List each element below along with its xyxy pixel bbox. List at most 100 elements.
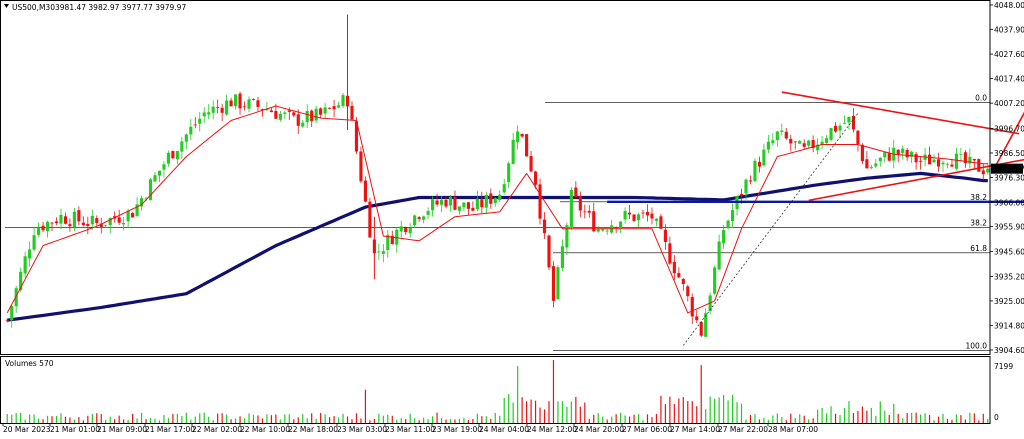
candle-body <box>851 115 856 130</box>
candle-body <box>45 221 50 232</box>
candle-body <box>413 215 417 226</box>
dropdown-triangle-icon[interactable] <box>4 4 9 8</box>
time-tick-label: 24 Mar 04:00 <box>479 425 529 434</box>
candle-body <box>959 153 963 155</box>
volume-tick-label: 7199 <box>994 362 1013 371</box>
candle-body <box>466 202 470 209</box>
candle-body <box>632 214 636 221</box>
candle-body <box>775 131 779 141</box>
candle-body <box>229 100 233 107</box>
candle-body <box>945 163 950 165</box>
candle-body <box>484 194 488 208</box>
candle-body <box>766 141 770 150</box>
candle-body <box>717 241 721 270</box>
candle-body <box>144 198 148 200</box>
candle-body <box>216 106 220 108</box>
candle-body <box>802 143 806 147</box>
candle-body <box>274 110 278 119</box>
slow-moving-average <box>6 171 988 322</box>
time-tick-label: 21 Mar 01:00 <box>50 425 100 434</box>
candle-body <box>636 214 641 221</box>
breakout-arrow-line <box>991 111 1024 173</box>
candle-body <box>86 223 90 226</box>
candle-body <box>72 211 76 227</box>
fib-level-label: 0.0 <box>975 93 987 102</box>
candle-body <box>914 154 918 163</box>
candle-body <box>251 98 256 100</box>
candle-body <box>104 224 108 226</box>
time-tick-label: 22 Mar 18:00 <box>288 425 338 434</box>
candle-body <box>117 217 121 223</box>
candle-body <box>350 105 354 120</box>
candle-body <box>601 229 605 231</box>
candle-body <box>399 226 403 232</box>
candle-body <box>247 99 251 109</box>
time-tick-label: 24 Mar 20:00 <box>574 425 624 434</box>
fast-moving-average <box>6 105 988 314</box>
candle-body <box>431 199 435 211</box>
candle-body <box>860 144 864 162</box>
candle-body <box>833 125 838 132</box>
time-tick-label: 27 Mar 14:00 <box>670 425 720 434</box>
candle-body <box>574 187 578 198</box>
fib-level-label: 38.2 <box>970 218 987 227</box>
candle-body <box>954 153 958 169</box>
candle-body <box>175 151 179 160</box>
candle-body <box>932 159 936 163</box>
candle-body <box>381 251 385 254</box>
candle-body <box>220 107 224 113</box>
candle-body <box>234 94 238 107</box>
candle-body <box>748 180 753 182</box>
volume-panel-border <box>0 356 991 424</box>
candle-body <box>905 149 909 158</box>
candle-body <box>126 210 130 222</box>
candle-body <box>726 220 730 229</box>
volume-bars <box>6 360 989 423</box>
candle-body <box>5 319 9 321</box>
candle-body <box>462 202 466 208</box>
candle-body <box>596 229 600 232</box>
candle-body <box>780 130 784 132</box>
candle-body <box>901 148 905 153</box>
candle-body <box>793 141 797 143</box>
candle-body <box>972 158 976 161</box>
candle-body <box>950 164 954 167</box>
candle-body <box>95 218 99 224</box>
time-tick-label: 22 Mar 02:00 <box>192 425 242 434</box>
candle-body <box>825 138 829 143</box>
candle-body <box>296 114 300 126</box>
candle-body <box>332 106 336 110</box>
symbol-info: US500,M30 <box>12 3 55 12</box>
candle-body <box>927 154 932 165</box>
candle-body <box>887 152 891 161</box>
dashed-trend-line <box>682 113 859 346</box>
candle-body <box>605 230 609 232</box>
candle-body <box>753 160 757 182</box>
candle-body <box>448 196 453 206</box>
candle-body <box>654 218 659 221</box>
candle-body <box>319 108 323 115</box>
candle-body <box>359 151 363 182</box>
candle-body <box>108 217 112 226</box>
candle-body <box>238 93 242 109</box>
candle-body <box>986 168 990 173</box>
candle-body <box>865 159 869 169</box>
candle-body <box>757 161 761 167</box>
candle-body <box>63 216 68 224</box>
candle-body <box>314 108 318 121</box>
candle-body <box>533 171 538 185</box>
candle-body <box>619 221 623 228</box>
candle-body <box>977 159 981 172</box>
candle-body <box>50 222 54 224</box>
price-tick-label: 3914.80 <box>994 321 1024 330</box>
candle-body <box>699 322 703 336</box>
candle-body <box>874 163 878 167</box>
price-axis: 4048.00 4037.90 4027.60 4017.40 4007.20 3996.… <box>990 1 1024 355</box>
price-tick-label: 4037.90 <box>994 25 1024 34</box>
candle-body <box>883 151 887 158</box>
candle-body <box>242 106 247 108</box>
candle-body <box>422 216 426 220</box>
